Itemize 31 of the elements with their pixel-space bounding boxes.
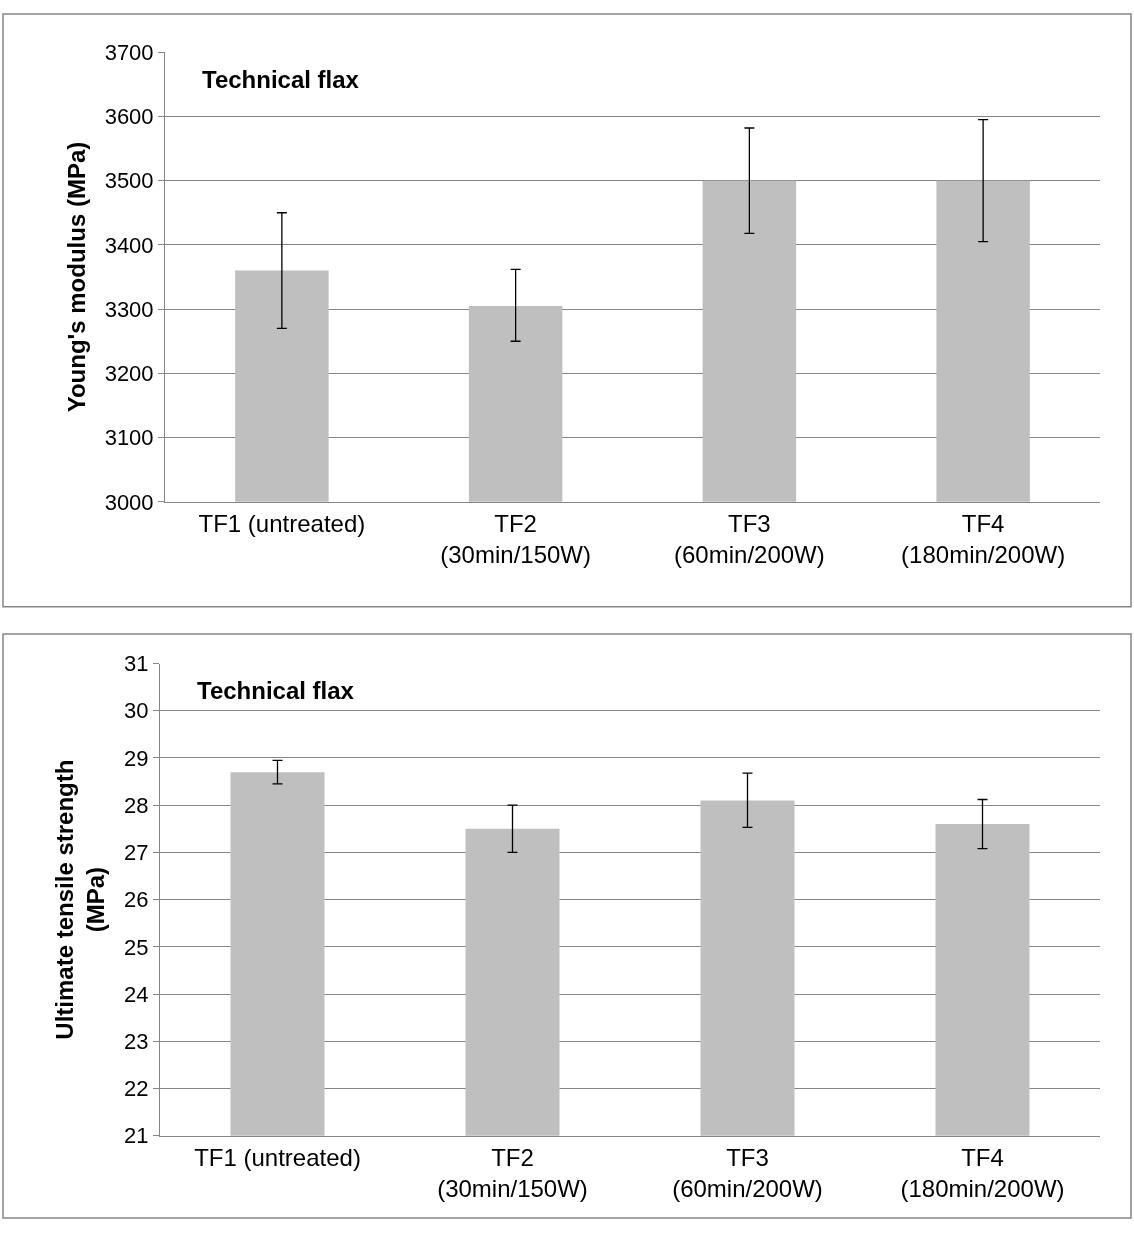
x-tick-label: TF1 (untreated) (198, 509, 366, 537)
y-tick-label: 3500 (104, 168, 154, 194)
y-tick-label: 3000 (104, 489, 154, 515)
x-tick-label: TF3 (60min/200W) (672, 1143, 823, 1202)
y-tick-label: 21 (124, 1123, 149, 1149)
y-tick-label: 29 (124, 745, 149, 771)
y-axis-title: Young's modulus (MPa) (62, 141, 90, 413)
x-tick-label: TF3 (60min/200W) (674, 509, 825, 568)
y-tick-label: 3700 (104, 39, 154, 65)
x-tick-label: TF1 (untreated) (194, 1143, 361, 1171)
y-tick-label: 3100 (104, 425, 154, 451)
y-tick-label: 27 (124, 840, 149, 866)
y-tick-label: 28 (124, 792, 149, 818)
y-tick-label: 31 (124, 651, 149, 677)
y-tick-label: 3200 (104, 361, 154, 387)
x-tick-label: TF4 (180min/200W) (900, 1143, 1065, 1202)
text: Technical flax (197, 677, 355, 704)
y-axis-title: Ultimate tensile strength (MPa) (51, 759, 110, 1040)
y-tick-label: 26 (124, 887, 149, 913)
y-tick-label: 3400 (104, 232, 154, 258)
y-tick-label: 23 (124, 1029, 149, 1054)
y-tick-label: 3300 (104, 296, 154, 322)
y-tick-label: 30 (124, 698, 149, 724)
x-tick-label: TF2 (30min/150W) (437, 1143, 588, 1202)
y-tick-label: 3600 (104, 104, 154, 130)
y-tick-label: 24 (124, 981, 149, 1007)
y-tick-label: 25 (124, 934, 149, 960)
x-tick-label: TF2 (30min/150W) (440, 509, 591, 568)
text: Technical flax (202, 66, 360, 93)
y-tick-label: 22 (124, 1076, 149, 1102)
x-tick-label: TF4 (180min/200W) (901, 509, 1066, 568)
